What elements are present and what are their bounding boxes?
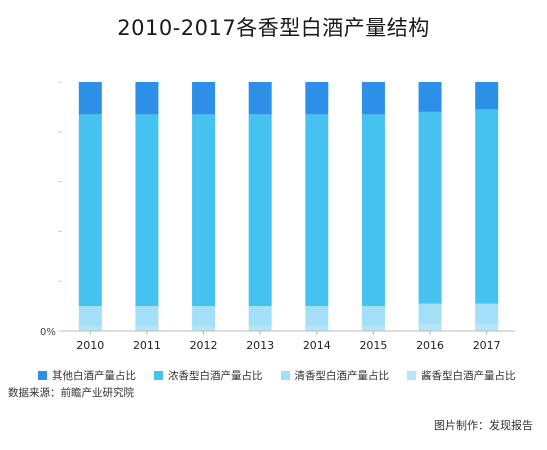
legend-label: 浓香型白酒产量占比 <box>168 370 263 382</box>
legend-label: 其他白酒产量占比 <box>52 370 136 382</box>
bar-segment <box>475 82 499 110</box>
bar-segment <box>305 306 329 327</box>
credit-note: 图片制作：发现报告 <box>434 419 533 432</box>
legend-swatch <box>154 371 163 380</box>
bar-segment <box>192 82 216 115</box>
legend-label: 清香型白酒产量占比 <box>294 370 390 382</box>
legend-label: 酱香型白酒产量占比 <box>421 370 516 382</box>
y-tick-label: 0% <box>40 327 56 338</box>
bar-segment <box>418 303 442 324</box>
x-tick-label: 2017 <box>473 339 501 352</box>
x-tick-label: 2013 <box>246 339 274 352</box>
bar-segment <box>418 82 442 112</box>
source-note: 数据来源：前瞻产业研究院 <box>8 387 134 399</box>
bar-segment <box>192 306 216 327</box>
legend-swatch <box>38 371 47 380</box>
bar-segment <box>475 303 499 324</box>
bar-segment <box>135 306 159 327</box>
bar-segment <box>418 323 442 331</box>
bar-segment <box>305 326 329 331</box>
x-tick-label: 2010 <box>76 339 104 352</box>
x-tick-label: 2016 <box>416 339 444 352</box>
x-tick-label: 2011 <box>133 339 161 352</box>
x-tick-label: 2015 <box>359 339 387 352</box>
x-tick-label: 2014 <box>303 339 331 352</box>
bar-segment <box>135 82 159 115</box>
bar-segment <box>305 114 329 307</box>
legend-swatch <box>407 371 416 380</box>
bar-segment <box>135 326 159 331</box>
x-tick-label: 2012 <box>190 339 218 352</box>
legend-item: 清香型白酒产量占比 <box>280 368 390 383</box>
bar-segment <box>78 82 102 115</box>
bar-segment <box>475 109 499 304</box>
bar-segment <box>361 114 385 307</box>
bar-segment <box>248 82 272 115</box>
chart-title: 2010-2017各香型白酒产量结构 <box>117 16 430 40</box>
bar-segment <box>248 326 272 331</box>
bar-segment <box>192 114 216 307</box>
bar-segment <box>78 114 102 307</box>
legend-item: 其他白酒产量占比 <box>38 368 136 383</box>
chart-plot: 0% 2010 2011 2012 2013 2014 2015 2016 2017 <box>40 81 515 352</box>
bar-segment <box>475 323 499 331</box>
chart-legend: 其他白酒产量占比 浓香型白酒产量占比 清香型白酒产量占比 酱香型白酒产量占比 <box>38 368 538 383</box>
bar-segment <box>248 114 272 307</box>
bar-segment <box>78 326 102 331</box>
legend-swatch <box>280 371 290 380</box>
bar-segment <box>361 306 385 327</box>
bar-segment <box>248 306 272 327</box>
bar-segment <box>305 82 329 115</box>
bar-segment <box>361 82 385 115</box>
legend-item: 酱香型白酒产量占比 <box>407 368 516 383</box>
bar-segment <box>361 326 385 331</box>
bar-segment <box>78 306 102 327</box>
bar-segment <box>192 326 216 331</box>
legend-item: 浓香型白酒产量占比 <box>154 368 263 383</box>
bar-segment <box>418 111 442 304</box>
bar-segment <box>135 114 159 307</box>
